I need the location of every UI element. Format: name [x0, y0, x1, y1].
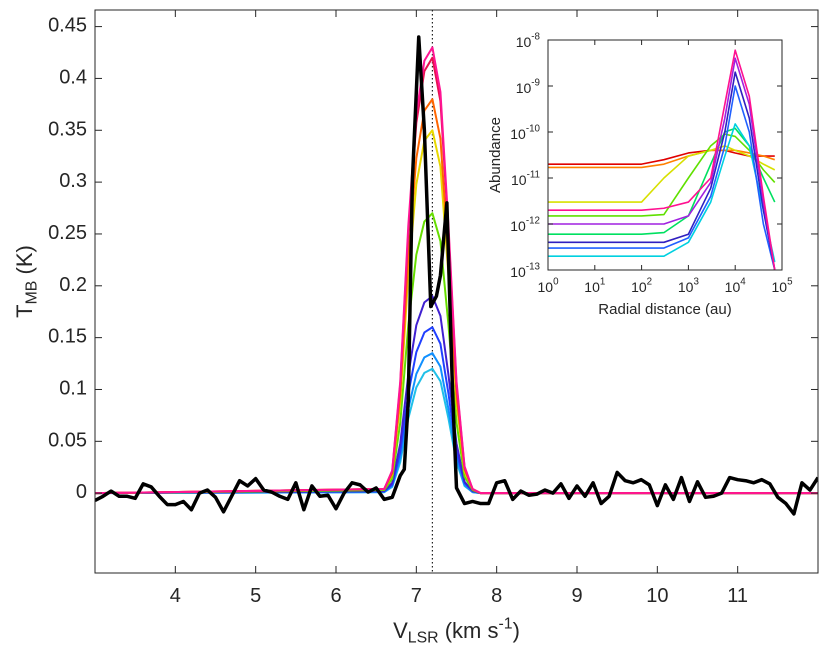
x-tick-label: 10 [646, 585, 668, 607]
y-tick-label: 0.1 [59, 378, 87, 400]
x-tick-label: 103 [678, 276, 700, 294]
y-tick-label: 0 [76, 481, 87, 503]
axis-label-part: (km s [439, 618, 499, 643]
x-tick-label: 8 [491, 585, 502, 607]
series-line [548, 49, 776, 270]
axis-label-part: (K) [12, 245, 37, 280]
y-tick-label: 10-9 [516, 77, 540, 95]
series-line [95, 35, 818, 516]
axis-label-part: LSR [408, 630, 439, 647]
series-line [548, 71, 776, 270]
axis-label-part: ) [513, 618, 520, 643]
y-tick-label: 10-10 [510, 123, 540, 141]
x-tick-label: 102 [631, 276, 652, 294]
y-axis-label: TMB (K) [12, 245, 41, 318]
axis-label-part: MB [24, 281, 41, 305]
axis-label-part: T [12, 304, 37, 317]
y-axis-label: Abundance [487, 117, 504, 193]
y-tick-label: 10-13 [510, 261, 540, 279]
plot-frame [94, 9, 819, 574]
y-tick-label: 0.3 [59, 170, 87, 192]
x-tick-label: 9 [571, 585, 582, 607]
y-tick-label: 10-11 [511, 169, 540, 187]
x-tick-label: 100 [537, 276, 559, 294]
x-tick-label: 7 [411, 585, 422, 607]
y-tick-label: 0.4 [59, 67, 87, 89]
y-tick-label: 10-12 [510, 215, 540, 233]
series-line [95, 46, 818, 495]
series-line [95, 295, 818, 495]
series-line [548, 85, 776, 270]
y-tick-label: 0.35 [48, 119, 87, 141]
x-tick-label: 101 [584, 276, 605, 294]
x-tick-label: 104 [725, 276, 747, 294]
x-axis-label: Radial distance (au) [598, 301, 731, 318]
y-tick-label: 0.25 [48, 222, 87, 244]
y-tick-label: 0.05 [48, 430, 87, 452]
plot-frame [547, 39, 783, 271]
series-line [95, 212, 818, 495]
x-axis-label: VLSR (km s-1) [393, 615, 520, 646]
x-tick-label: 105 [771, 276, 793, 294]
y-tick-label: 10-8 [516, 31, 541, 49]
y-tick-label: 0.2 [59, 274, 87, 296]
series-line [548, 57, 776, 270]
axis-label-part: -1 [498, 615, 512, 632]
x-tick-label: 4 [170, 585, 181, 607]
x-tick-label: 6 [330, 585, 341, 607]
axis-label-part: V [393, 618, 408, 643]
x-tick-label: 11 [727, 585, 748, 607]
y-tick-label: 0.45 [48, 15, 87, 37]
x-tick-label: 5 [250, 585, 261, 607]
y-tick-label: 0.15 [48, 326, 87, 348]
